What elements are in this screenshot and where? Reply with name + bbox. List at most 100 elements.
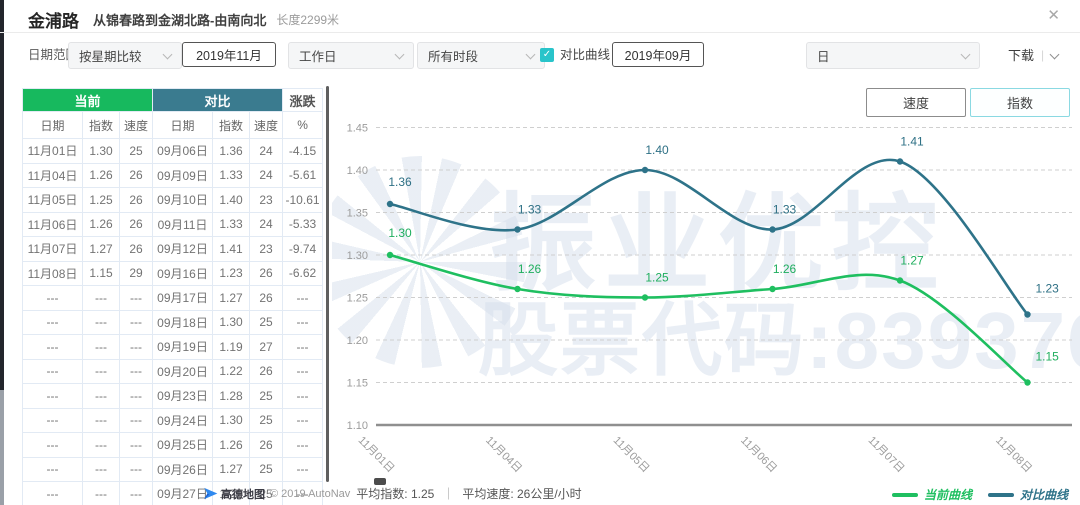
group-header-current: 当前 bbox=[22, 88, 154, 112]
cell-date: 09月12日 bbox=[152, 236, 214, 262]
cell-date: 09月24日 bbox=[152, 407, 214, 433]
close-icon[interactable]: ✕ bbox=[1047, 7, 1060, 24]
cell-change: --- bbox=[282, 285, 324, 311]
table-row: --- --- --- 09月25日 1.26 26 --- bbox=[22, 432, 324, 458]
cell-value: 1.33 bbox=[212, 211, 251, 237]
chevron-down-icon bbox=[525, 49, 536, 60]
cell-date: --- bbox=[22, 481, 83, 505]
y-tick-label: 1.25 bbox=[347, 293, 368, 305]
table-row: --- --- --- 09月23日 1.28 25 --- bbox=[22, 383, 324, 409]
cell-value: 1.30 bbox=[212, 309, 251, 335]
horizontal-scrollbar-thumb[interactable] bbox=[374, 478, 386, 485]
x-tick-label: 11月07日 bbox=[866, 434, 907, 475]
data-point[interactable] bbox=[769, 226, 776, 233]
data-point[interactable] bbox=[514, 285, 521, 293]
cell-value: 25 bbox=[249, 481, 284, 505]
cell-date: --- bbox=[22, 432, 83, 458]
cell-value: --- bbox=[82, 285, 120, 311]
compare-curve-label: 对比曲线 bbox=[560, 48, 611, 62]
cell-change: --- bbox=[282, 334, 324, 360]
table-group-header-row: 当前 对比 涨跌 bbox=[22, 88, 324, 112]
cell-change: -5.61 bbox=[282, 162, 324, 188]
speed-toggle-button[interactable]: 速度 bbox=[866, 88, 966, 117]
table-row: 11月04日 1.26 26 09月09日 1.33 24 -5.61 bbox=[22, 162, 324, 188]
cell-value: 26 bbox=[249, 260, 284, 286]
chevron-down-icon bbox=[1049, 49, 1060, 59]
footer: 高德地图 © 2019 AutoNav 平均指数: 1.25 ｜ 平均速度: 2… bbox=[203, 485, 582, 502]
background-page-edge-lower bbox=[0, 390, 4, 505]
cell-change: --- bbox=[282, 432, 324, 458]
cell-value: 27 bbox=[249, 334, 284, 360]
cell-value: 1.22 bbox=[212, 358, 251, 384]
cell-value: 1.27 bbox=[212, 285, 251, 311]
cell-value: --- bbox=[118, 334, 154, 360]
date-range-label: 日期范围 bbox=[28, 48, 79, 62]
time-period-dropdown[interactable]: 所有时段 bbox=[417, 42, 545, 69]
download-button[interactable]: 下载 | bbox=[1008, 42, 1060, 69]
cell-date: --- bbox=[22, 358, 83, 384]
average-index-text: 平均指数: 1.25 bbox=[356, 487, 435, 501]
data-point[interactable] bbox=[896, 158, 904, 165]
day-type-dropdown[interactable]: 工作日 bbox=[288, 42, 414, 69]
compare-curve-checkbox[interactable]: ✓ bbox=[540, 48, 554, 62]
table-row: --- --- --- 09月17日 1.27 26 --- bbox=[22, 285, 324, 311]
col-header-index: 指数 bbox=[82, 111, 120, 139]
cell-change: --- bbox=[282, 456, 324, 482]
compare-month-input[interactable] bbox=[612, 42, 704, 67]
map-provider-brand: 高德地图 bbox=[221, 488, 265, 501]
index-toggle-button[interactable]: 指数 bbox=[970, 88, 1070, 117]
granularity-dropdown[interactable]: 日 bbox=[806, 42, 980, 69]
cell-value: 26 bbox=[249, 432, 284, 458]
col-header-speed: 速度 bbox=[249, 111, 284, 139]
time-period-value: 所有时段 bbox=[428, 50, 479, 64]
cell-value: --- bbox=[82, 309, 120, 335]
cell-value: 25 bbox=[249, 309, 284, 335]
data-point[interactable] bbox=[386, 200, 394, 208]
legend-label: 当前曲线 bbox=[923, 488, 972, 502]
data-point[interactable] bbox=[896, 277, 904, 284]
table-row: --- --- --- 09月20日 1.22 26 --- bbox=[22, 358, 324, 384]
table-row: 11月08日 1.15 29 09月16日 1.23 26 -6.62 bbox=[22, 260, 324, 286]
compare-mode-value: 按星期比较 bbox=[79, 50, 142, 64]
y-tick-label: 1.10 bbox=[347, 420, 368, 432]
comparison-table: 当前 对比 涨跌 日期 指数 速度 日期 指数 速度 % 11月01日 1.30 2… bbox=[22, 88, 324, 505]
col-header-date: 日期 bbox=[152, 111, 214, 139]
cell-value: 26 bbox=[249, 285, 284, 311]
cell-value: 1.28 bbox=[212, 383, 251, 409]
data-point[interactable] bbox=[1024, 379, 1031, 386]
data-point[interactable] bbox=[514, 226, 521, 233]
data-point-label: 1.27 bbox=[900, 254, 924, 268]
cell-value: 1.27 bbox=[212, 456, 251, 482]
data-point-label: 1.26 bbox=[518, 262, 542, 276]
cell-value: 24 bbox=[249, 138, 284, 164]
data-point[interactable] bbox=[641, 294, 649, 301]
road-length-label: 长度2299米 bbox=[276, 12, 340, 27]
legend-item[interactable]: 当前曲线 bbox=[891, 486, 972, 503]
data-point-label: 1.23 bbox=[1036, 282, 1060, 296]
group-header-compare: 对比 bbox=[152, 88, 284, 112]
cell-change: --- bbox=[282, 358, 324, 384]
footer-separator: ｜ bbox=[442, 487, 455, 501]
cell-change: -5.33 bbox=[282, 211, 324, 237]
x-tick-label: 11月04日 bbox=[483, 434, 524, 475]
table-row: 11月05日 1.25 26 09月10日 1.40 23 -10.61 bbox=[22, 187, 324, 213]
cell-value: 1.27 bbox=[82, 236, 120, 262]
data-point[interactable] bbox=[769, 285, 776, 293]
data-point-label: 1.40 bbox=[645, 143, 669, 157]
cell-value: --- bbox=[118, 481, 154, 505]
data-point[interactable] bbox=[386, 251, 394, 259]
vertical-scrollbar[interactable] bbox=[326, 86, 329, 482]
compare-mode-dropdown[interactable]: 按星期比较 bbox=[68, 42, 182, 69]
cell-value: 1.30 bbox=[82, 138, 120, 164]
legend-item[interactable]: 对比曲线 bbox=[987, 486, 1068, 503]
data-point-label: 1.15 bbox=[1036, 350, 1060, 364]
cell-change: -4.15 bbox=[282, 138, 324, 164]
cell-date: --- bbox=[22, 334, 83, 360]
series-line-对比曲线 bbox=[389, 158, 1029, 316]
col-header-speed: 速度 bbox=[118, 111, 154, 139]
current-month-input[interactable] bbox=[182, 42, 276, 67]
data-point[interactable] bbox=[641, 166, 649, 174]
table-row: --- --- --- 09月27日 1.29 25 --- bbox=[22, 481, 324, 505]
data-point[interactable] bbox=[1024, 311, 1031, 318]
cell-value: 24 bbox=[249, 162, 284, 188]
